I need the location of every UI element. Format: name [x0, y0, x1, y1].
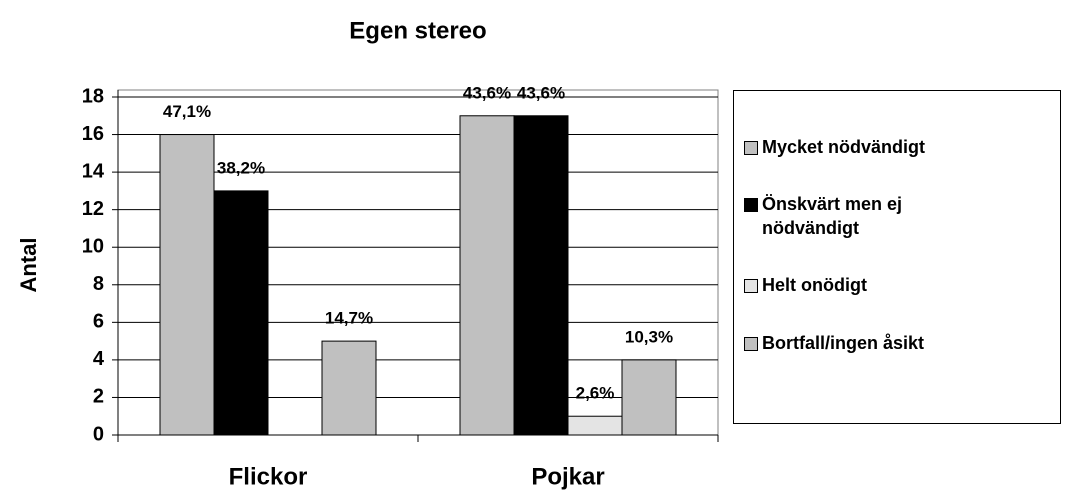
bar [321, 340, 377, 436]
y-tick-label: 18 [82, 85, 104, 107]
legend-entry: Helt onödigt [744, 273, 1014, 297]
legend-entry: Bortfall/ingen åsikt [744, 331, 1014, 355]
data-label: 10,3% [625, 327, 673, 346]
legend-entry: Mycket nödvändigt [744, 135, 1014, 159]
data-label: 43,6% [463, 83, 511, 102]
y-axis-label: Antal [16, 238, 41, 293]
y-tick-label: 6 [93, 311, 104, 333]
bar [159, 134, 215, 436]
legend-swatch [744, 198, 758, 212]
bar [213, 190, 269, 436]
x-tick-label: Flickor [229, 463, 308, 490]
bar [513, 115, 569, 436]
data-label: 47,1% [163, 102, 211, 121]
bar [459, 115, 515, 436]
bar [567, 415, 623, 436]
y-tick-label: 10 [82, 236, 104, 258]
legend: Mycket nödvändigt Önskvärt men ej nödvänd… [733, 90, 1061, 424]
legend-entry: Önskvärt men ej nödvändigt [744, 192, 1014, 240]
legend-swatch [744, 141, 758, 155]
y-tick-label: 8 [93, 273, 104, 295]
data-label: 2,6% [576, 384, 615, 403]
y-tick-label: 12 [82, 198, 104, 220]
bar [621, 359, 677, 436]
y-tick-label: 14 [82, 160, 105, 182]
y-tick-label: 16 [82, 123, 104, 145]
legend-label: Mycket nödvändigt [762, 137, 926, 157]
data-label: 43,6% [517, 83, 565, 102]
y-tick-label: 2 [93, 386, 104, 408]
x-tick-label: Pojkar [531, 463, 604, 490]
legend-swatch [744, 279, 758, 293]
data-label: 38,2% [217, 158, 265, 177]
chart-title: Egen stereo [349, 17, 486, 44]
legend-swatch [744, 337, 758, 351]
y-tick-label: 0 [93, 423, 104, 445]
legend-label: Bortfall/ingen åsikt [762, 333, 925, 353]
y-tick-label: 4 [93, 348, 105, 370]
legend-label: Önskvärt men ej nödvändigt [762, 194, 903, 238]
data-label: 14,7% [325, 309, 373, 328]
legend-label: Helt onödigt [762, 275, 867, 295]
